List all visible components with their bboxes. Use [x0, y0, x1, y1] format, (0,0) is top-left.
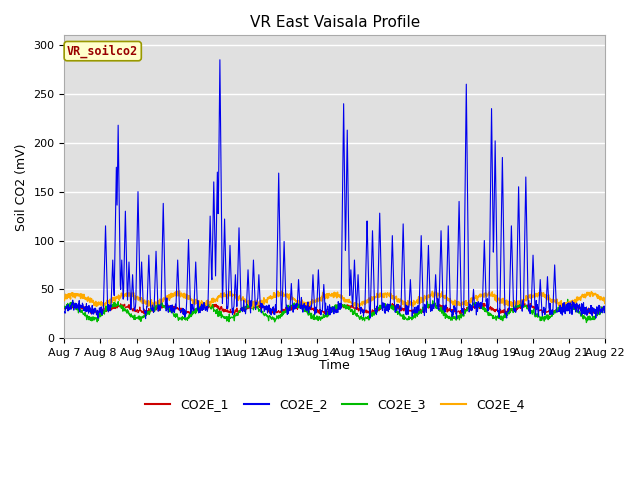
- Title: VR East Vaisala Profile: VR East Vaisala Profile: [250, 15, 420, 30]
- Legend: CO2E_1, CO2E_2, CO2E_3, CO2E_4: CO2E_1, CO2E_2, CO2E_3, CO2E_4: [140, 393, 529, 416]
- Bar: [65, 36, 605, 289]
- Text: VR_soilco2: VR_soilco2: [67, 45, 138, 58]
- X-axis label: Time: Time: [319, 360, 350, 372]
- Y-axis label: Soil CO2 (mV): Soil CO2 (mV): [15, 143, 28, 230]
